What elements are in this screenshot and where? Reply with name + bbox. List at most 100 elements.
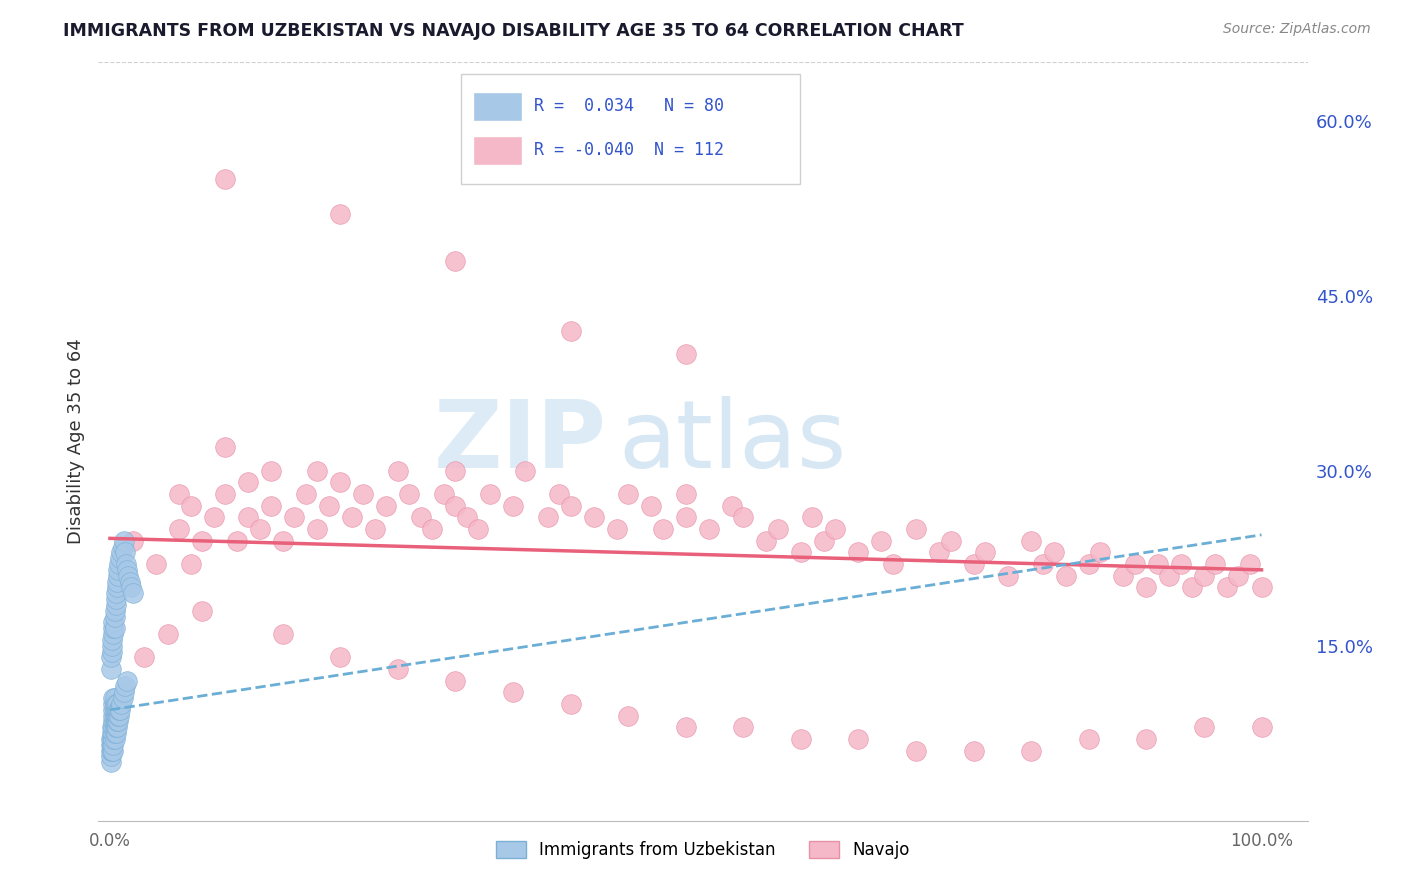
Point [1043,545,1066,559]
Point [444,673,467,688]
Point [444,464,467,478]
Point [103,708,125,723]
Point [444,499,467,513]
Point [329,650,352,665]
Point [103,609,125,624]
Point [115,563,138,577]
Point [107,708,129,723]
Point [1123,557,1146,571]
Point [103,621,125,635]
Point [103,726,125,740]
Point [236,475,259,490]
Point [103,708,125,723]
Point [105,580,128,594]
Point [105,714,128,729]
Point [104,703,127,717]
Point [104,708,127,723]
Point [114,545,136,559]
Point [110,551,132,566]
Point [103,697,125,711]
Point [617,487,640,501]
Point [513,464,536,478]
Point [103,738,125,752]
Point [156,627,179,641]
Point [766,522,789,536]
Point [1019,744,1042,758]
Point [1192,568,1215,582]
Point [104,586,127,600]
Text: ZIP: ZIP [433,395,606,488]
FancyBboxPatch shape [461,74,800,184]
Point [107,568,129,582]
Point [478,487,501,501]
Point [1032,557,1054,571]
Point [467,522,489,536]
Point [105,703,128,717]
Point [283,510,305,524]
Point [100,650,122,665]
Point [104,714,127,729]
Point [1170,557,1192,571]
Point [1112,568,1135,582]
Point [1147,557,1170,571]
Point [409,510,432,524]
Point [870,533,893,548]
Point [398,487,420,501]
Point [675,510,697,524]
Point [640,499,662,513]
Point [214,172,236,186]
Point [1250,580,1272,594]
Point [108,557,131,571]
Point [101,720,124,734]
Point [103,731,125,746]
Point [560,499,582,513]
Point [790,545,813,559]
Point [1054,568,1077,582]
Point [103,627,125,641]
Point [582,510,605,524]
Point [122,533,145,548]
Point [103,621,125,635]
Point [100,738,122,752]
Point [103,697,125,711]
Point [100,744,122,758]
Point [882,557,904,571]
Point [1077,557,1099,571]
Point [260,499,283,513]
Text: Source: ZipAtlas.com: Source: ZipAtlas.com [1223,22,1371,37]
Point [1250,720,1272,734]
Point [1216,580,1239,594]
Point [100,756,122,770]
Point [108,708,131,723]
Point [375,499,398,513]
Point [974,545,997,559]
Point [733,510,755,524]
Point [167,487,190,501]
Point [456,510,478,524]
Point [444,253,467,268]
Point [340,510,363,524]
Text: R = -0.040  N = 112: R = -0.040 N = 112 [534,141,724,159]
Point [387,464,409,478]
Point [214,441,236,455]
Point [260,464,283,478]
Point [103,744,125,758]
Point [115,557,138,571]
Point [110,703,132,717]
Point [733,720,755,734]
Point [352,487,374,501]
Point [214,487,236,501]
Point [103,714,125,729]
Point [905,744,928,758]
Point [651,522,673,536]
Point [103,720,125,734]
Point [100,731,122,746]
Point [105,708,128,723]
Point [110,697,132,711]
Point [1090,545,1112,559]
Point [249,522,271,536]
Point [202,510,225,524]
Point [101,644,124,658]
Point [318,499,340,513]
Legend: Immigrants from Uzbekistan, Navajo: Immigrants from Uzbekistan, Navajo [489,834,917,865]
